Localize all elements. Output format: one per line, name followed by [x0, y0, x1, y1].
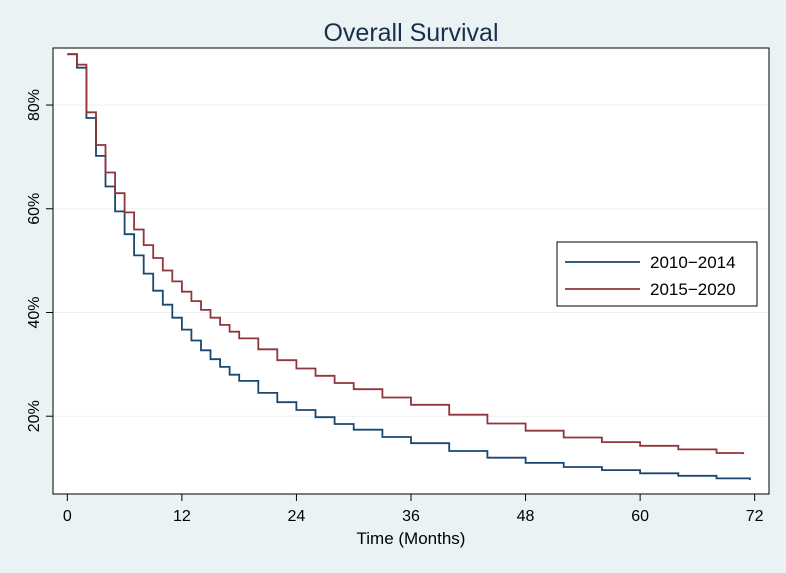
y-axis: 20% 40% 60% 80%	[26, 89, 53, 432]
legend-label-2: 2015−2020	[650, 280, 736, 299]
series-line-2	[67, 53, 745, 455]
legend-label-1: 2010−2014	[650, 253, 736, 272]
survival-curves	[67, 53, 751, 480]
y-tick-label-80: 80%	[26, 89, 43, 121]
series-line-1	[67, 53, 751, 480]
x-axis-label: Time (Months)	[357, 529, 466, 548]
legend-box	[556, 241, 758, 307]
x-tick-label-0: 0	[63, 508, 72, 525]
x-axis: 0 12 24 36 48 60 72	[63, 494, 764, 525]
y-tick-label-40: 40%	[26, 296, 43, 328]
legend: 2010−2014 2015−2020	[556, 241, 758, 307]
y-tick-label-60: 60%	[26, 193, 43, 225]
x-tick-label-24: 24	[288, 508, 306, 525]
x-tick-label-12: 12	[173, 508, 191, 525]
y-tick-label-20: 20%	[26, 400, 43, 432]
x-tick-label-60: 60	[631, 508, 649, 525]
x-tick-label-48: 48	[517, 508, 535, 525]
chart-title: Overall Survival	[323, 19, 498, 47]
x-tick-label-36: 36	[402, 508, 420, 525]
x-tick-label-72: 72	[746, 508, 764, 525]
